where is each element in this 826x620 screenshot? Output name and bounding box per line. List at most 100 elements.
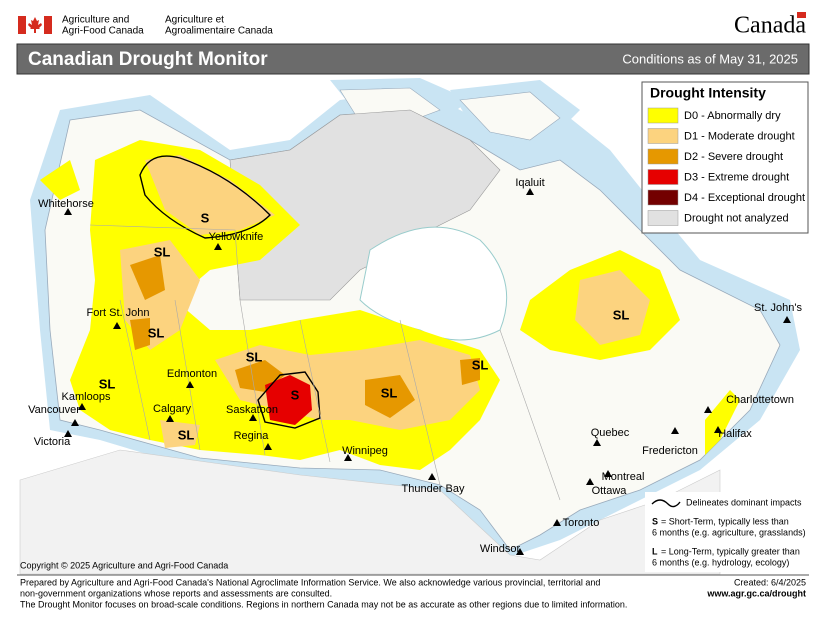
city-marker [64,430,72,437]
flag-bar [18,16,26,34]
province-borders [89,224,561,501]
city-marker [516,548,524,555]
impact-label: SL [472,357,489,372]
city-label: Iqaluit [515,177,544,189]
note-key: L [652,546,658,556]
title-bar [16,43,810,75]
city-label: Saskatoon [226,404,278,416]
city-marker [264,443,272,450]
subtitle: Conditions as of May 31, 2025 [622,51,798,66]
city-label: Fort St. John [87,307,150,319]
dept-fr: Agroalimentaire Canada [165,26,273,37]
impact-label: S [291,387,300,402]
impact-labels: S SL SL SL SL SL S SL SL SL [99,210,630,442]
legend-label: Drought not analyzed [684,212,789,224]
city-marker [553,519,561,526]
legend-swatch [647,189,679,206]
city-label: Vancouver [28,404,80,416]
legend-label: D1 - Moderate drought [684,130,795,142]
note-line: Delineates dominant impacts [686,497,802,507]
impact-label: S [201,210,210,225]
impacts-note: Delineates dominant impacts S = Short-Te… [645,492,809,572]
url: www.agr.gc.ca/drought [706,588,806,598]
note-text: = Long-Term, typically greater than [661,546,800,556]
footer-line: Prepared by Agriculture and Agri-Food Ca… [20,577,600,587]
legend-swatch [647,107,679,124]
city-label: Calgary [153,403,191,415]
legend-label: D0 - Abnormally dry [684,110,781,122]
wordmark-flag [797,12,806,18]
impact-label: SL [154,244,171,259]
city-marker [671,427,679,434]
legend-label: D3 - Extreme drought [684,171,789,183]
city-marker [71,419,79,426]
dept-fr: Agriculture et [165,15,224,26]
city-marker [604,470,612,477]
city-label: Ottawa [592,485,628,497]
city-marker [214,243,222,250]
note-box [645,492,809,572]
note-text: = Short-Term, typically less than [661,516,789,526]
city-label: Halifax [718,428,752,440]
baffin-island [459,91,561,141]
maple-leaf [28,17,42,33]
impact-label: SL [246,349,263,364]
legend-label: D4 - Exceptional drought [684,192,805,204]
city-marker [586,478,594,485]
header: Agriculture and Agri-Food Canada Agricul… [18,12,806,39]
city-label: Regina [234,430,270,442]
city-marker [783,316,791,323]
city-label: Edmonton [167,368,217,380]
impact-line [257,371,321,429]
city-label: Quebec [591,427,630,439]
note-line-symbol [651,499,681,508]
copyright: Copyright © 2025 Agriculture and Agri-Fo… [20,560,228,570]
city-label: Yellowknife [209,231,264,243]
city-marker [78,403,86,410]
impact-label: SL [99,376,116,391]
city-label: Kamloops [62,391,111,403]
city-marker [64,208,72,215]
city-label: Charlottetown [726,394,794,406]
impact-label: SL [381,385,398,400]
city-label: Thunder Bay [402,483,465,495]
city-label: Victoria [34,436,71,448]
impact-label: SL [148,325,165,340]
created: Created: 6/4/2025 [734,577,806,587]
footer-line: The Drought Monitor focuses on broad-sca… [20,599,627,609]
legend-label: D2 - Severe drought [684,151,783,163]
city-marker [526,188,534,195]
united-states [19,449,721,575]
cities: Whitehorse Yellowknife Fort St. John Edmont… [28,177,802,555]
impact-label: SL [178,427,195,442]
note-text: 6 months (e.g. hydrology, ecology) [652,557,789,567]
dept-en: Agriculture and [62,15,129,26]
wordmark: Canada [734,13,806,39]
city-label: Whitehorse [38,198,94,210]
map: Whitehorse Yellowknife Fort St. John Edmont… [17,76,809,575]
city-marker [704,406,712,413]
note-text: 6 months (e.g. agriculture, grasslands) [652,527,806,537]
city-label: Winnipeg [342,445,388,457]
legend-swatch [647,128,679,144]
footer-line: non-government organizations whose repor… [20,588,332,598]
legend-title: Drought Intensity [650,85,766,101]
impact-line [139,155,271,239]
d3-area [265,375,312,425]
city-marker [344,454,352,461]
city-label: Montreal [602,471,645,483]
note-key: S [652,516,658,526]
city-label: St. John's [754,302,802,314]
legend-swatch [647,210,679,226]
city-label: Toronto [563,517,600,529]
legend: Drought Intensity D0 - Abnormally dry D1 … [641,81,809,234]
city-marker [714,426,722,433]
city-marker [166,415,174,422]
impact-label: SL [613,307,630,322]
flag-bar [44,16,52,34]
city-marker [186,381,194,388]
dept-en: Agri-Food Canada [62,26,144,37]
title: Canadian Drought Monitor [28,49,268,70]
city-label: Fredericton [642,445,698,457]
